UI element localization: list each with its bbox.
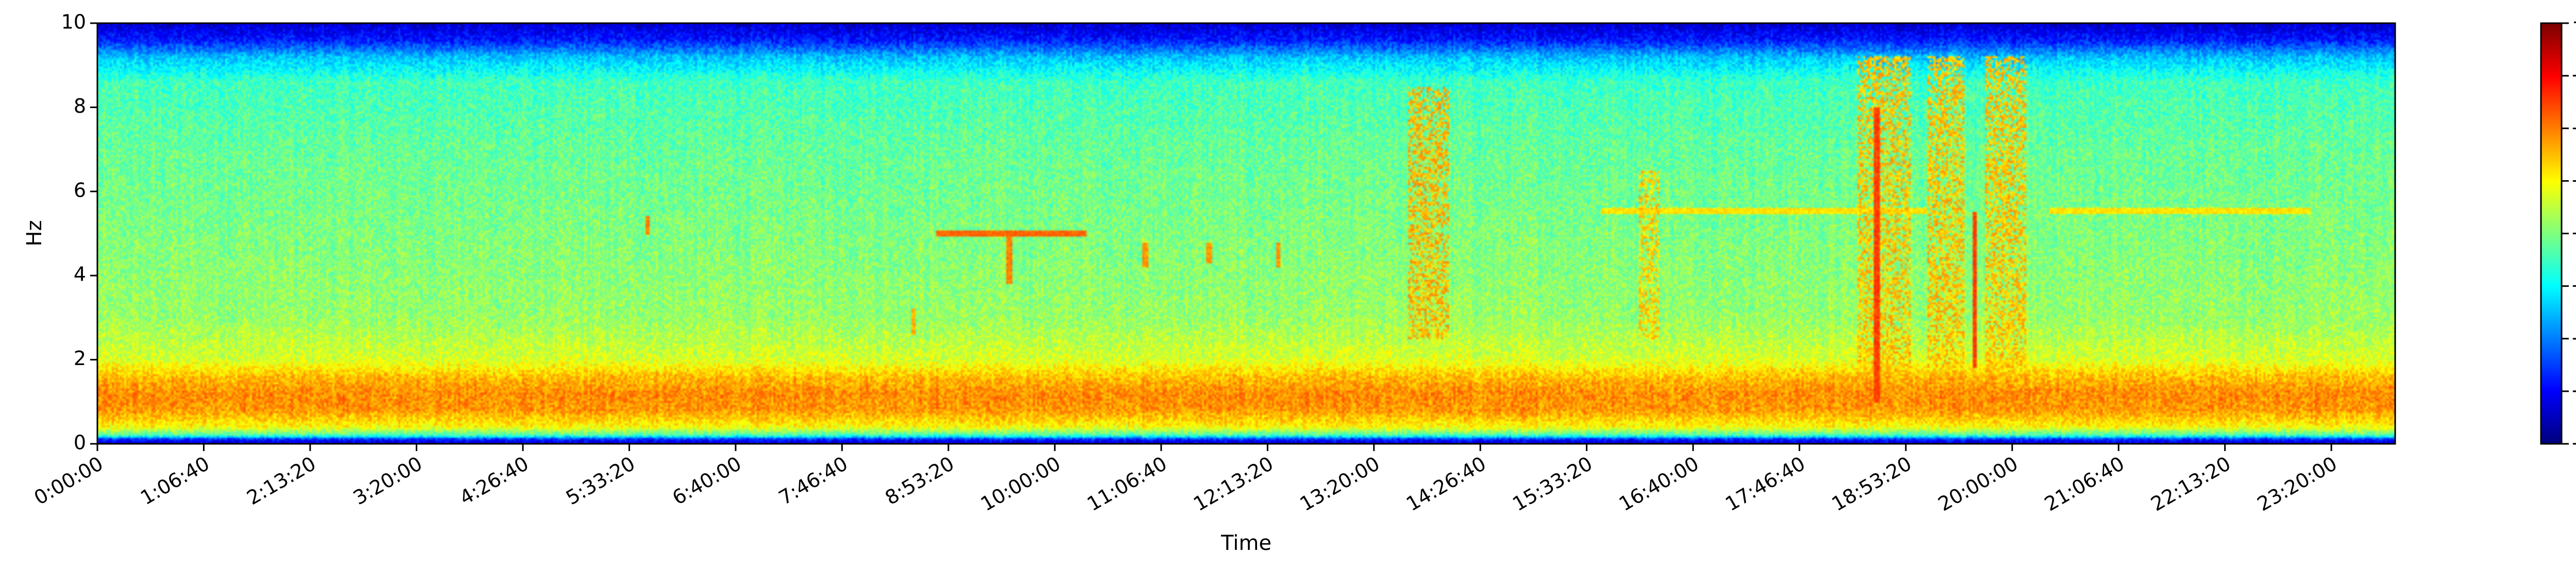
colorbar-tick-label: -60 dB [2572, 326, 2576, 349]
x-tick-label: 15:33:20 [1509, 452, 1596, 515]
colorbar-tick-label: -30 dB [2572, 168, 2576, 191]
x-tick-label: 1:06:40 [137, 452, 213, 509]
x-tick-label: 2:13:20 [243, 452, 320, 509]
x-tick-label: 6:40:00 [669, 452, 745, 509]
x-tick-label: 16:40:00 [1615, 452, 1703, 515]
x-tick-label: 11:06:40 [1083, 452, 1171, 515]
x-axis-label: Time [1221, 531, 1272, 555]
x-tick-label: 12:13:20 [1190, 452, 1277, 515]
x-tick-label: 0:00:00 [30, 452, 107, 509]
x-tick-label: 18:53:20 [1828, 452, 1916, 515]
x-tick-label: 23:20:00 [2253, 452, 2341, 515]
spectrogram-heatmap [97, 23, 2395, 444]
y-tick-label: 2 [74, 347, 86, 370]
x-tick-label: 7:46:40 [775, 452, 852, 509]
x-tick-label: 4:26:40 [456, 452, 533, 509]
y-tick-label: 4 [74, 263, 86, 286]
x-axis: 0:00:00 1:06:40 2:13:20 3:20:00 4:26:40 5:33:… [30, 444, 2341, 515]
y-tick-label: 10 [61, 11, 86, 33]
x-tick-label: 3:20:00 [349, 452, 426, 509]
x-tick-label: 22:13:20 [2147, 452, 2234, 515]
colorbar-tick-label: -50 dB [2572, 273, 2576, 296]
colorbar: +0 dB -10 dB -20 dB -30 dB -40 dB -50 dB -60 d… [2540, 11, 2576, 454]
x-tick-label: 14:26:40 [1402, 452, 1490, 515]
y-tick-label: 8 [74, 95, 86, 117]
colorbar-tick-label: -80 dB [2572, 431, 2576, 454]
plot-frame [96, 22, 2396, 445]
x-tick-label: 5:33:20 [562, 452, 639, 509]
plot-area [96, 22, 2396, 445]
x-tick-label: 20:00:00 [1934, 452, 2022, 515]
colorbar-tick-label: -70 dB [2572, 378, 2576, 401]
y-tick-label: 0 [74, 431, 86, 454]
x-tick-label: 10:00:00 [977, 452, 1064, 515]
colorbar-tick-label: +0 dB [2572, 11, 2576, 33]
colorbar-gradient [2541, 23, 2562, 444]
x-tick-label: 8:53:20 [881, 452, 958, 509]
colorbar-tick-label: -10 dB [2572, 63, 2576, 86]
x-tick-label: 17:46:40 [1721, 452, 1809, 515]
x-tick-label: 21:06:40 [2041, 452, 2128, 515]
colorbar-ticks: +0 dB -10 dB -20 dB -30 dB -40 dB -50 dB -60 d… [2562, 11, 2576, 454]
y-axis: 0 2 4 6 8 10 [61, 11, 97, 454]
colorbar-tick-label: -20 dB [2572, 116, 2576, 139]
x-tick-label: 13:20:00 [1296, 452, 1383, 515]
y-axis-label: Hz [23, 220, 46, 246]
colorbar-tick-label: -40 dB [2572, 221, 2576, 244]
y-tick-label: 6 [74, 179, 86, 201]
